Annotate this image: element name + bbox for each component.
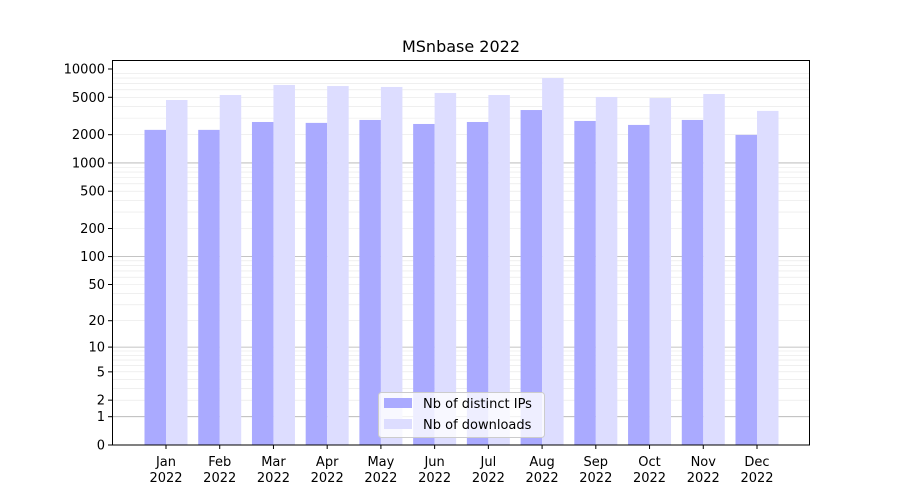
- x-tick-label: 2022: [257, 471, 290, 486]
- bar-downloads: [488, 94, 510, 445]
- bar-distinct-ips: [466, 121, 489, 445]
- x-tick-label: 2022: [740, 471, 773, 486]
- y-axis: 0 12 5 10 20 50 100 200 500 1000 2000 5000 10000: [64, 62, 112, 454]
- bar-distinct-ips: [735, 134, 757, 445]
- bar-distinct-ips: [520, 110, 543, 446]
- bar-downloads: [380, 86, 403, 446]
- x-tick-label: Sep: [584, 455, 609, 470]
- y-tick-label: 200: [80, 222, 105, 237]
- y-tick-label: 1000: [72, 156, 105, 171]
- legend-label: Nb of downloads: [423, 418, 532, 433]
- bar-downloads: [166, 99, 188, 446]
- x-tick-label: 2022: [149, 471, 182, 486]
- y-tick-label: 2: [97, 394, 105, 409]
- x-tick-label: Jan: [155, 455, 176, 470]
- chart-title: MSnbase 2022: [402, 37, 520, 56]
- bar-downloads: [542, 78, 564, 446]
- y-tick-label: 1: [97, 410, 105, 425]
- bar-distinct-ips: [198, 129, 220, 445]
- x-tick-label: May: [367, 455, 394, 470]
- y-tick-label: 5000: [72, 91, 105, 106]
- y-tick-label: 20: [88, 314, 105, 329]
- y-tick-label: 500: [80, 185, 105, 200]
- bar-downloads: [219, 94, 242, 445]
- legend-box: [378, 392, 545, 438]
- bar-distinct-ips: [359, 119, 381, 445]
- bar-distinct-ips: [413, 123, 435, 445]
- x-tick-label: 2022: [579, 471, 612, 486]
- x-tick-label: 2022: [687, 471, 720, 486]
- x-axis: Jan2022Feb2022Mar2022Apr2022May2022Jun20…: [149, 445, 774, 486]
- x-tick-label: 2022: [364, 471, 397, 486]
- legend: Nb of distinct IPs Nb of downloads: [378, 392, 545, 438]
- y-tick-label: 50: [88, 278, 105, 293]
- x-tick-label: Feb: [208, 455, 231, 470]
- legend-label: Nb of distinct IPs: [423, 397, 532, 412]
- y-tick-label: 10: [88, 341, 105, 356]
- y-tick-label: 5: [97, 365, 105, 380]
- y-tick-label: 10000: [64, 62, 105, 77]
- y-tick-label: 0: [97, 439, 105, 454]
- bar-distinct-ips: [144, 129, 166, 445]
- x-tick-label: Apr: [316, 455, 339, 470]
- y-tick-label: 100: [80, 250, 105, 265]
- x-tick-label: Oct: [638, 455, 660, 470]
- legend-swatch: [384, 419, 412, 429]
- bar-downloads: [595, 96, 618, 445]
- bars: [144, 78, 779, 446]
- y-tick-label: 2000: [72, 128, 105, 143]
- x-tick-label: Dec: [744, 455, 769, 470]
- x-tick-label: 2022: [418, 471, 451, 486]
- bar-downloads: [703, 93, 725, 446]
- bar-distinct-ips: [305, 122, 328, 446]
- bar-downloads: [434, 92, 457, 445]
- x-tick-label: Mar: [261, 455, 286, 470]
- bar-distinct-ips: [628, 124, 650, 445]
- bar-downloads: [273, 84, 295, 445]
- bar-distinct-ips: [681, 119, 704, 445]
- bar-downloads: [327, 86, 349, 445]
- plot-frame: [112, 60, 810, 446]
- x-tick-label: 2022: [526, 471, 559, 486]
- legend-swatch: [384, 398, 412, 408]
- x-tick-label: Jul: [480, 455, 497, 470]
- bar-distinct-ips: [251, 121, 274, 445]
- x-tick-label: Jun: [423, 455, 444, 470]
- bar-downloads: [649, 98, 672, 445]
- x-tick-label: 2022: [311, 471, 344, 486]
- bar-downloads: [757, 110, 779, 446]
- x-tick-label: Nov: [691, 455, 717, 470]
- x-tick-label: Aug: [529, 455, 554, 470]
- x-tick-label: 2022: [203, 471, 236, 486]
- x-tick-label: 2022: [633, 471, 666, 486]
- x-tick-label: 2022: [472, 471, 505, 486]
- bar-distinct-ips: [574, 120, 596, 445]
